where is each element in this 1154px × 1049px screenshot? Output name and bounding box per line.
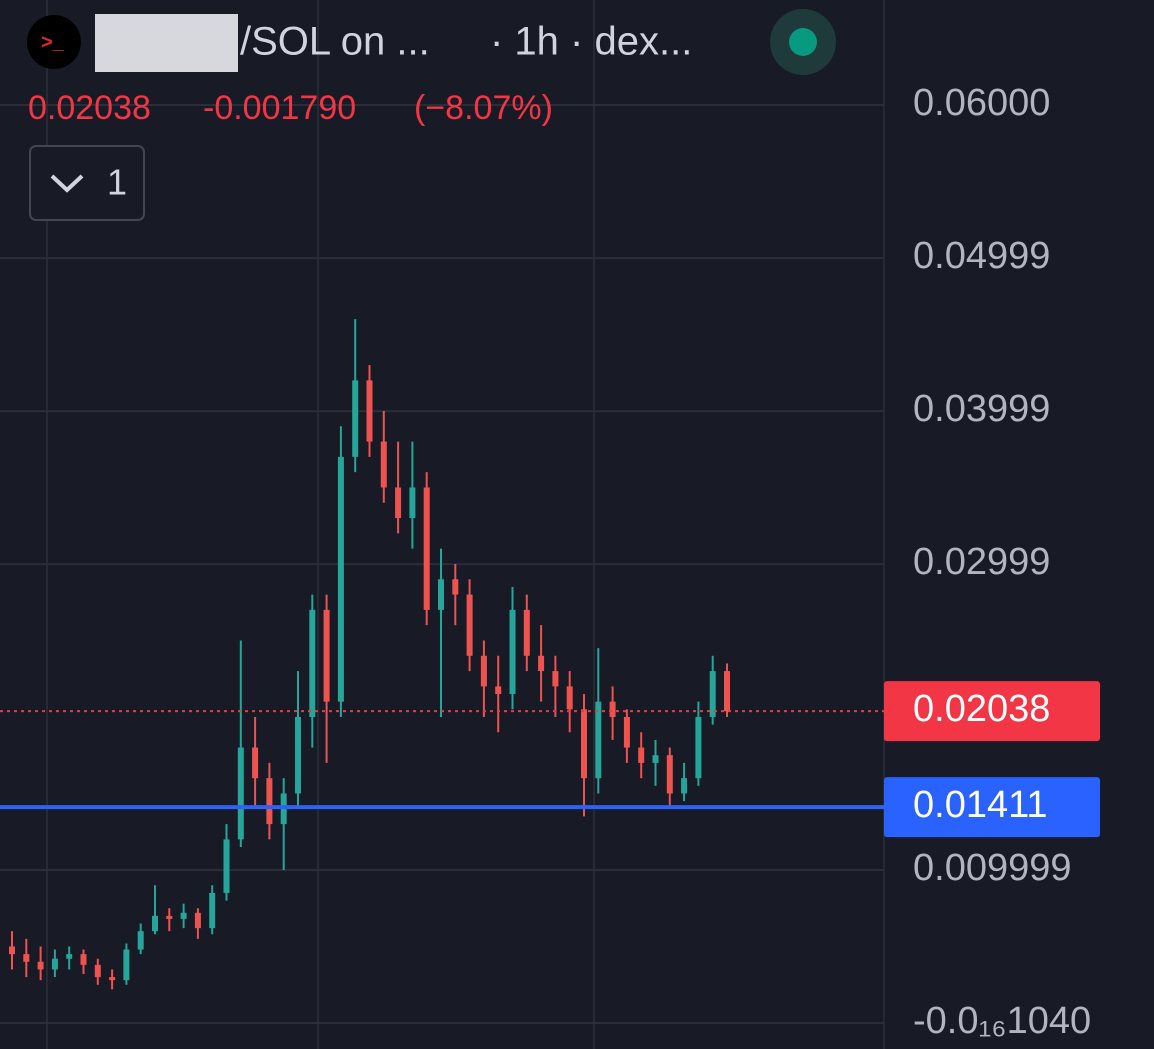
- price-label: 0.01411: [913, 784, 1048, 826]
- y-tick-label: 0.03999: [913, 388, 1050, 430]
- token-icon: [27, 15, 81, 69]
- last-price: 0.02038: [28, 89, 151, 127]
- candle-body: [94, 964, 101, 978]
- candle-body: [452, 579, 459, 595]
- candle-body: [652, 755, 659, 763]
- y-tick-label: 0.02999: [913, 541, 1050, 583]
- candle-body: [9, 946, 15, 955]
- header: >_ /SOL on ... · 1h · dex... 0.02038 -0.…: [27, 9, 836, 221]
- candle-body: [295, 716, 301, 794]
- icon-glyph: >_: [41, 31, 65, 53]
- candle-body: [109, 977, 116, 981]
- change: -0.001790: [203, 89, 356, 127]
- candle-body: [252, 747, 259, 779]
- candle-body: [137, 931, 144, 950]
- candle-body: [323, 609, 330, 702]
- candle-body: [66, 954, 73, 959]
- candle-body: [223, 839, 230, 893]
- candle-body: [266, 778, 273, 825]
- indicator-toggle[interactable]: [29, 145, 145, 221]
- change-percent: (−8.07%): [414, 89, 553, 127]
- candle-body: [152, 915, 158, 932]
- price-label: 0.02038: [913, 688, 1050, 730]
- candle-body: [423, 487, 430, 610]
- candle-body: [209, 892, 216, 929]
- candle-body: [80, 954, 87, 965]
- candle-body: [123, 949, 130, 981]
- candle-body: [609, 701, 616, 717]
- redacted: [95, 14, 238, 72]
- candle-body: [51, 958, 58, 970]
- candle-body: [681, 778, 688, 794]
- candle-body: [395, 487, 402, 519]
- status-dot: [789, 28, 817, 56]
- pair-title: /SOL on ...: [240, 20, 430, 64]
- chevron: [50, 174, 84, 193]
- candle-body: [409, 487, 416, 519]
- candle-body: [523, 609, 530, 656]
- price-label-box: [884, 777, 1100, 838]
- candle-body: [495, 686, 502, 695]
- candle-body: [380, 441, 387, 488]
- candle-body: [309, 609, 316, 717]
- candle-body: [37, 961, 44, 970]
- candle-body: [566, 686, 573, 710]
- price-label-box: [884, 681, 1100, 742]
- candle-body: [23, 954, 30, 962]
- candle-body: [237, 747, 244, 840]
- candle-body: [666, 755, 673, 794]
- candle-body: [581, 709, 587, 779]
- candle-body: [466, 594, 473, 656]
- candle-body: [509, 609, 516, 695]
- candle-body: [480, 655, 487, 687]
- candle-body: [194, 912, 201, 929]
- candle-body: [438, 579, 444, 610]
- y-tick-label: 0.06000: [913, 82, 1050, 124]
- y-tick-label: 0.04999: [913, 235, 1050, 277]
- y-tick-label: 0.009999: [913, 847, 1072, 889]
- y-tick-label: -0.0₁₆1040: [913, 1000, 1091, 1042]
- candle-body: [180, 912, 187, 919]
- candle-body: [623, 716, 630, 748]
- plot: [0, 103, 884, 1024]
- candle-body: [352, 380, 359, 457]
- candle-body: [337, 456, 344, 702]
- candle-body: [366, 380, 373, 442]
- candle-body: [595, 701, 602, 779]
- candle-body: [638, 747, 645, 763]
- candle-body: [709, 671, 716, 717]
- candle-body: [724, 671, 730, 712]
- indicator-count: 1: [107, 162, 127, 203]
- candle-body: [166, 915, 173, 919]
- interval: · 1h · dex...: [490, 20, 692, 64]
- candle-body: [552, 671, 559, 687]
- candle-body: [538, 655, 545, 672]
- candle-body: [695, 716, 702, 779]
